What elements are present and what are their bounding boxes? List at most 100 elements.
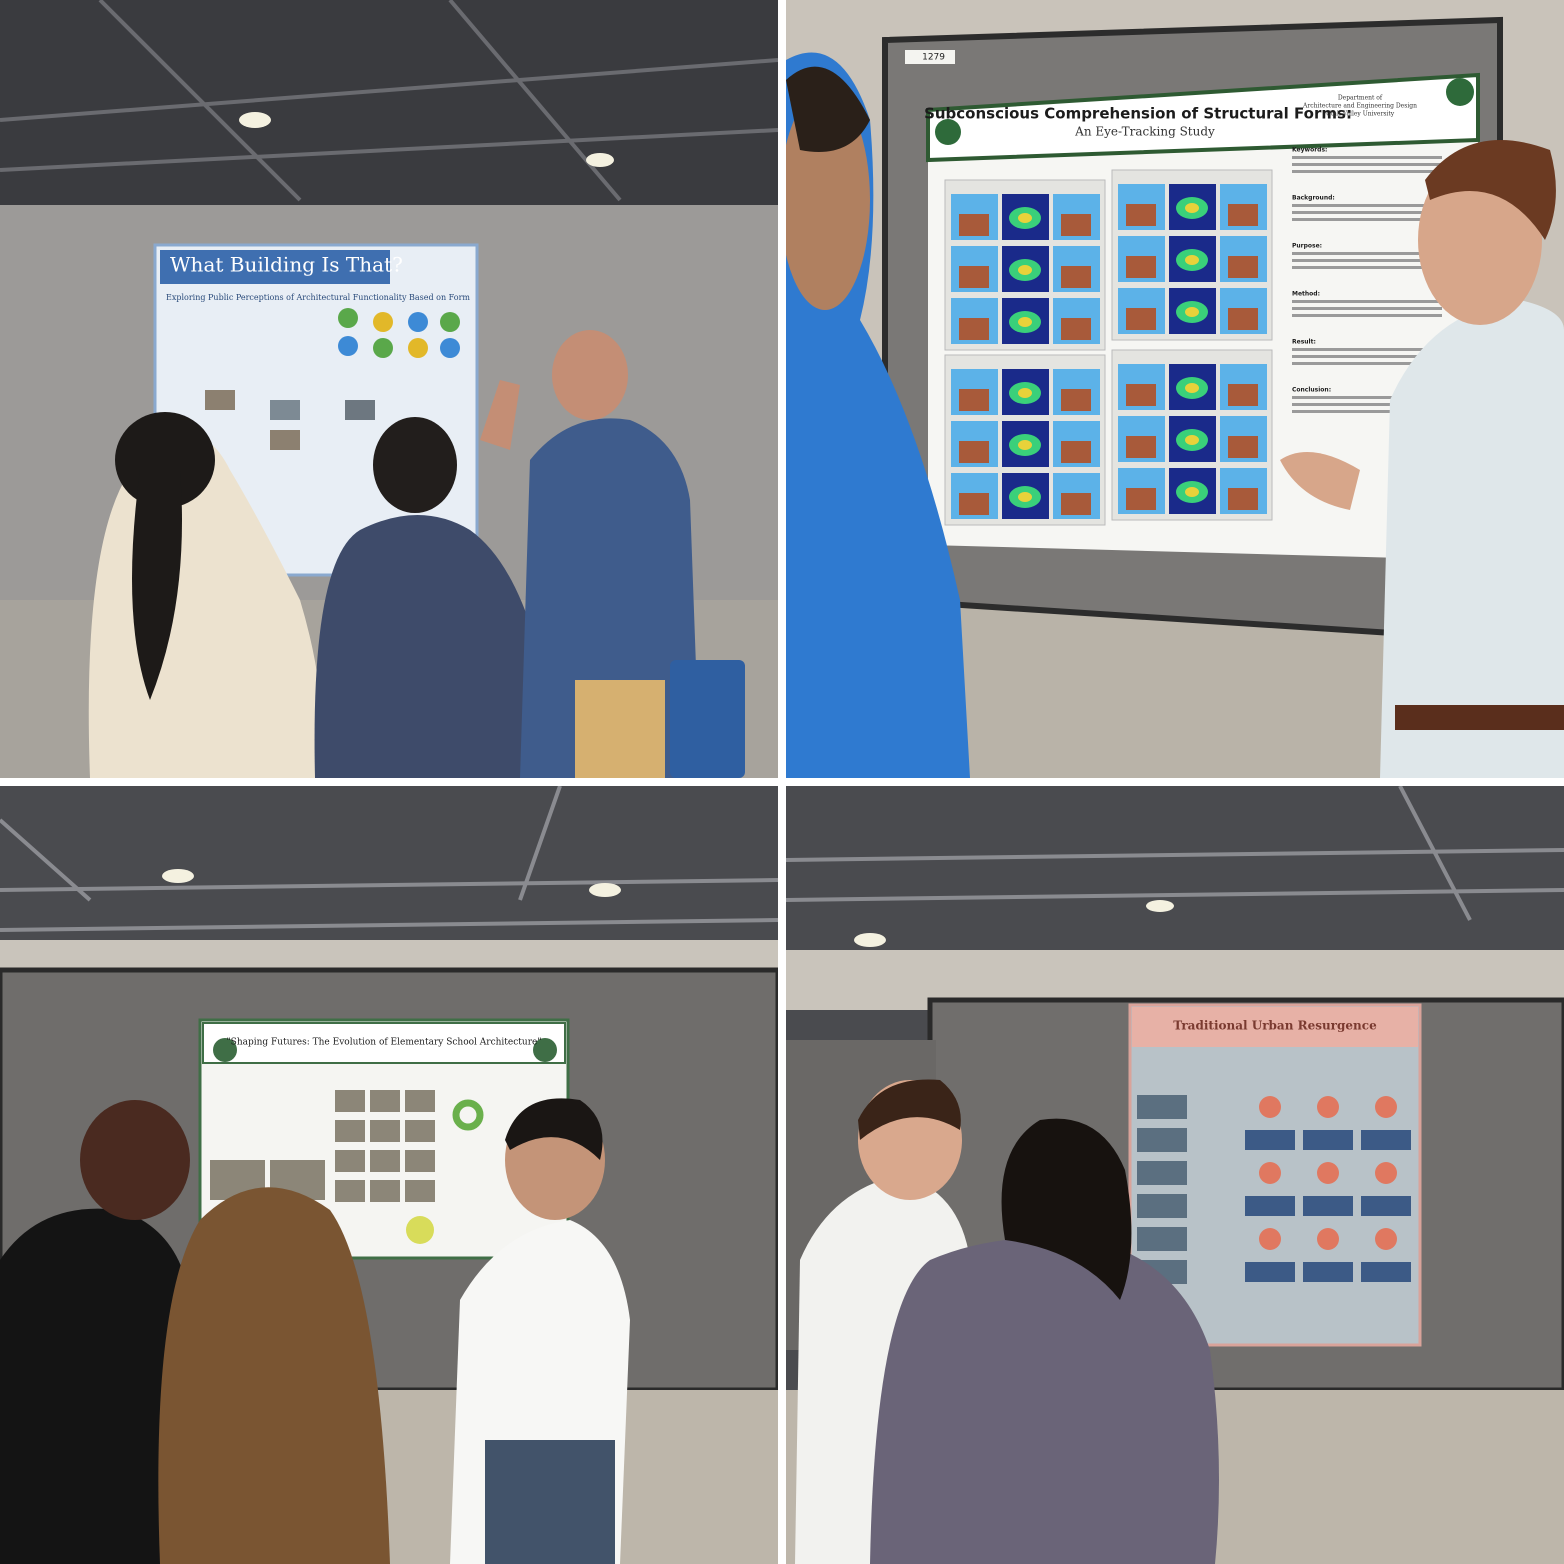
person-hair <box>373 417 457 513</box>
section-heading: Conclusion: <box>1292 387 1331 394</box>
street-photo <box>1137 1227 1187 1251</box>
street-photo <box>1137 1128 1187 1152</box>
poster-chart <box>406 1216 434 1244</box>
person-hair <box>158 1187 390 1564</box>
light <box>239 112 271 128</box>
pie-chart <box>1259 1228 1281 1250</box>
heatmap-tile <box>1361 1262 1411 1282</box>
text-line <box>1292 314 1442 317</box>
photo-3: "Shaping Futures: The Evolution of Eleme… <box>0 786 778 1564</box>
logo <box>213 1038 237 1062</box>
wall-form <box>1061 214 1091 236</box>
logo <box>935 119 961 145</box>
text-line <box>1292 156 1442 159</box>
section-heading: Result: <box>1292 339 1316 346</box>
affiliation-line: Department of <box>1338 95 1383 102</box>
poster-title: Traditional Urban Resurgence <box>1173 1019 1377 1033</box>
poster-grid <box>1137 1095 1411 1284</box>
photo-1: What Building Is That? Exploring Public … <box>0 0 778 778</box>
section-heading: Method: <box>1292 291 1320 298</box>
truss <box>0 786 778 932</box>
person <box>1380 300 1564 778</box>
poster-header <box>1132 1007 1418 1047</box>
pie-chart <box>1375 1096 1397 1118</box>
person-hair <box>858 1079 961 1140</box>
heatmap-spot <box>1185 307 1199 317</box>
heatmap-spot <box>1185 435 1199 445</box>
logo <box>533 1038 557 1062</box>
wall-form <box>959 493 989 515</box>
wall-form <box>1228 204 1258 226</box>
person-hair <box>1425 140 1556 240</box>
heatmap-spot <box>1018 388 1032 398</box>
hand <box>480 380 520 450</box>
board-number: 1279 <box>922 53 945 63</box>
trousers <box>485 1440 615 1564</box>
truss <box>786 786 1564 921</box>
heatmap-tile <box>1245 1262 1295 1282</box>
heatmap-tile <box>1303 1262 1353 1282</box>
wall-form <box>959 318 989 340</box>
heatmap-spot <box>1185 487 1199 497</box>
person-hair <box>80 1100 190 1220</box>
suitcase <box>670 660 745 778</box>
person-head <box>552 330 628 420</box>
poster-sections: Keywords: Background: Purpose: Method: Resul… <box>1292 147 1442 413</box>
photo-4: Traditional Urban Resurgence <box>786 786 1564 1564</box>
wall-form <box>1061 493 1091 515</box>
photo-2: 1279 Subconscious Comprehension of Struc… <box>786 0 1564 778</box>
section-heading: Purpose: <box>1292 243 1322 250</box>
text-line <box>1292 170 1442 173</box>
heatmap-tile <box>1245 1130 1295 1150</box>
wall-form <box>959 214 989 236</box>
heatmap-spot <box>1185 203 1199 213</box>
light <box>162 869 194 883</box>
wall-form <box>1126 488 1156 510</box>
person <box>870 1237 1219 1564</box>
person-hair <box>786 66 870 152</box>
pie-chart <box>1259 1162 1281 1184</box>
text-line <box>1292 252 1442 255</box>
wall-form <box>1228 256 1258 278</box>
text-line <box>1292 307 1442 310</box>
text-line <box>1292 362 1442 365</box>
heatmap-tile <box>1361 1130 1411 1150</box>
text-line <box>1292 218 1442 221</box>
poster-header <box>160 250 390 284</box>
wall-form <box>1228 488 1258 510</box>
poster-header <box>202 1022 566 1064</box>
text-line <box>1292 204 1442 207</box>
wall-form <box>1061 441 1091 463</box>
poster-chart <box>452 1099 484 1131</box>
text-line <box>1292 259 1442 262</box>
person-hair <box>1001 1118 1132 1300</box>
street-photo <box>1137 1194 1187 1218</box>
heatmap-spot <box>1185 255 1199 265</box>
pie-chart <box>1259 1096 1281 1118</box>
wall-form <box>1126 384 1156 406</box>
poster-header <box>926 72 1480 163</box>
poster-subtitle: Exploring Public Perceptions of Architec… <box>166 293 470 302</box>
wall-form <box>1228 436 1258 458</box>
person-hair <box>132 470 182 700</box>
heatmap-spot <box>1018 440 1032 450</box>
heatmap-spot <box>1018 492 1032 502</box>
wall-form <box>1228 384 1258 406</box>
section-heading: Keywords: <box>1292 147 1327 154</box>
hand <box>1280 452 1360 510</box>
wall-form <box>1126 436 1156 458</box>
wall-form <box>1061 389 1091 411</box>
section-heading: Background: <box>1292 195 1335 202</box>
belt <box>1395 705 1564 730</box>
text-line <box>1292 410 1442 413</box>
wall-form <box>959 441 989 463</box>
affiliation-line: Utah Valley University <box>1326 111 1395 118</box>
person <box>0 1208 200 1564</box>
heatmap-tile <box>1303 1196 1353 1216</box>
trousers <box>575 680 665 778</box>
board-label <box>905 50 955 64</box>
wall-form <box>1061 266 1091 288</box>
light <box>586 153 614 167</box>
pie-chart <box>1317 1162 1339 1184</box>
